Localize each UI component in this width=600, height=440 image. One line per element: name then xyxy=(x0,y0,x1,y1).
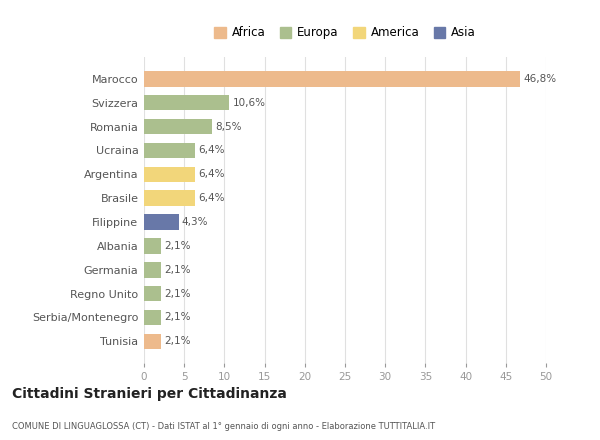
Bar xyxy=(144,310,161,325)
Bar xyxy=(144,191,196,206)
Text: 6,4%: 6,4% xyxy=(199,193,225,203)
Text: 6,4%: 6,4% xyxy=(199,146,225,155)
Text: 2,1%: 2,1% xyxy=(164,241,191,251)
Text: COMUNE DI LINGUAGLOSSA (CT) - Dati ISTAT al 1° gennaio di ogni anno - Elaborazio: COMUNE DI LINGUAGLOSSA (CT) - Dati ISTAT… xyxy=(12,422,435,431)
Bar xyxy=(144,95,229,110)
Legend: Africa, Europa, America, Asia: Africa, Europa, America, Asia xyxy=(214,26,476,40)
Text: 4,3%: 4,3% xyxy=(182,217,208,227)
Bar xyxy=(144,71,520,87)
Text: 2,1%: 2,1% xyxy=(164,312,191,323)
Text: 10,6%: 10,6% xyxy=(232,98,265,108)
Text: 2,1%: 2,1% xyxy=(164,265,191,275)
Bar xyxy=(144,214,179,230)
Bar xyxy=(144,119,212,134)
Bar xyxy=(144,238,161,253)
Bar xyxy=(144,167,196,182)
Text: Cittadini Stranieri per Cittadinanza: Cittadini Stranieri per Cittadinanza xyxy=(12,387,287,401)
Text: 6,4%: 6,4% xyxy=(199,169,225,180)
Bar xyxy=(144,143,196,158)
Bar xyxy=(144,334,161,349)
Text: 2,1%: 2,1% xyxy=(164,289,191,299)
Text: 46,8%: 46,8% xyxy=(523,74,557,84)
Bar xyxy=(144,262,161,278)
Text: 2,1%: 2,1% xyxy=(164,336,191,346)
Bar xyxy=(144,286,161,301)
Text: 8,5%: 8,5% xyxy=(215,121,242,132)
